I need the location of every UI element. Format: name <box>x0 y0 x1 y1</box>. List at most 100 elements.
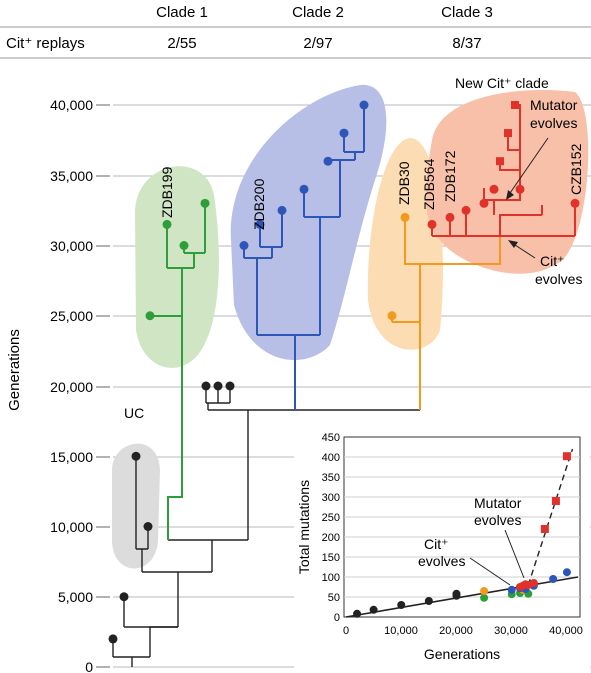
tree-tip-n2 <box>489 184 499 194</box>
y-tick-15000: 15,000 <box>50 449 93 465</box>
inset-cit-2: evolves <box>418 553 465 569</box>
inset-mutator-1: Mutator <box>474 495 522 511</box>
y-tick-40000: 40,000 <box>50 97 93 113</box>
inset-ytick-300: 300 <box>322 492 340 504</box>
mutator-arrow <box>507 137 549 197</box>
cit-label-1: Cit⁺ <box>540 253 565 269</box>
mutator-label-2: evolves <box>530 115 577 131</box>
tree-tip-a <box>201 381 211 391</box>
zdb564-label: ZDB564 <box>421 158 437 210</box>
clade2-blob <box>230 84 387 361</box>
inset-point-red-6 <box>551 497 560 505</box>
cit-arrow <box>511 242 536 259</box>
tree-tip-n1 <box>461 205 471 215</box>
header-clade-1: Clade 1 <box>156 4 208 21</box>
inset-plot-area <box>343 436 581 618</box>
header-replays-2: 2/97 <box>303 35 332 52</box>
y-tick-20000: 20,000 <box>50 379 93 395</box>
tree-tip-c1c <box>200 198 210 208</box>
tree-tip-uc2 <box>131 451 141 461</box>
header-clade-2: Clade 2 <box>292 4 344 21</box>
tree-tip-n3 <box>515 184 525 194</box>
inset-trend-dashed <box>527 448 574 586</box>
inset-chart: Total mutations Generations 0 50 100 150… <box>294 427 590 673</box>
header-table: Clade 1 Clade 2 Clade 3 Cit⁺ replays 2/5… <box>0 4 591 59</box>
new-cit-base <box>431 204 576 237</box>
tree-tip-czb152 <box>570 198 580 208</box>
inset-trend-solid <box>345 576 579 618</box>
inset-point-black-5 <box>452 589 461 598</box>
clade1-lineage <box>150 205 206 540</box>
mutator-label-1: Mutator <box>530 97 578 113</box>
tree-tip-c1b <box>179 241 189 250</box>
inset-point-blue-3 <box>562 568 571 577</box>
inset-xtick-30000: 30,000 <box>494 625 528 637</box>
branch-20k <box>205 387 231 410</box>
tree-tip-c2d <box>323 156 333 166</box>
inset-grid <box>344 456 580 598</box>
mutator-arrowhead <box>506 190 514 200</box>
tree-tip-base <box>108 634 118 644</box>
inset-cit-arrow <box>469 557 511 586</box>
tree-tip-n4 <box>479 198 489 208</box>
inset-ytick-350: 350 <box>322 472 340 484</box>
tree-tip-b <box>213 381 223 391</box>
inset-point-black-3 <box>424 597 433 605</box>
tree-tip-c <box>225 381 235 391</box>
inset-point-blue-4 <box>549 575 558 583</box>
inset-ytick-250: 250 <box>322 512 340 524</box>
uc-lineage <box>112 387 420 667</box>
root-stem <box>112 626 178 667</box>
inset-ytick-0: 0 <box>334 612 340 624</box>
inset-point-blue-0 <box>507 585 516 594</box>
tree-tip-c2f <box>359 100 369 110</box>
tree-tip-zdb199 <box>162 219 172 229</box>
y-tick-0: 0 <box>85 659 93 673</box>
inset-ytick-450: 450 <box>322 432 340 444</box>
cit-label-2: evolves <box>535 271 582 287</box>
clade2-stem <box>256 217 321 410</box>
y-tick-35000: 35,000 <box>50 168 93 184</box>
inset-point-black-0 <box>353 609 362 618</box>
inset-xlabel: Generations <box>424 646 500 662</box>
inset-mutator-arrow <box>504 529 525 579</box>
y-tick-5000: 5,000 <box>58 589 93 605</box>
clade1-branches <box>166 205 206 269</box>
inset-point-orange-0 <box>480 587 489 595</box>
zdb172-label: ZDB172 <box>442 150 458 202</box>
czb152-label: CZB152 <box>568 143 584 195</box>
inset-xtick-0: 0 <box>343 625 349 637</box>
zdb199-label: ZDB199 <box>159 166 175 218</box>
tree-tip-zdb200 <box>255 219 265 229</box>
clade1-stem <box>150 268 183 540</box>
tree-tip-zdb30 <box>400 212 410 222</box>
inset-yticks: 0 50 100 150 200 250 300 350 400 450 <box>322 432 340 624</box>
zdb200-label: ZDB200 <box>251 178 267 230</box>
tree-tip-c2a <box>239 241 249 250</box>
inset-ytick-200: 200 <box>322 532 340 544</box>
inset-point-red-7 <box>562 452 571 461</box>
inset-mutator-2: evolves <box>474 512 521 528</box>
inset-point-black-2 <box>397 601 406 609</box>
y-tick-marks <box>96 104 110 668</box>
header-clade-3: Clade 3 <box>441 4 493 21</box>
inset-ylabel: Total mutations <box>296 480 312 574</box>
inset-xticks: 0 10,000 20,000 30,000 40,000 <box>343 625 583 637</box>
y-tick-30000: 30,000 <box>50 238 93 254</box>
tree-tip-c1a <box>145 311 155 321</box>
tree-tip-c2c <box>299 184 309 194</box>
inset-xtick-20000: 20,000 <box>439 625 473 637</box>
inset-ytick-150: 150 <box>322 552 340 564</box>
branch-uc <box>135 457 212 573</box>
y-tick-labels: 0 5,000 10,000 15,000 20,000 25,000 30,0… <box>50 97 93 673</box>
inset-ytick-400: 400 <box>322 452 340 464</box>
zdb30-label: ZDB30 <box>396 161 412 205</box>
new-cit-lineage <box>431 104 576 237</box>
inset-ytick-100: 100 <box>322 572 340 584</box>
tree-tip-uc1 <box>143 522 153 531</box>
y-tick-10000: 10,000 <box>50 519 93 535</box>
inset-point-red-5 <box>540 525 549 533</box>
y-axis-label: Generations <box>6 329 23 411</box>
tree-tip-m3 <box>511 101 519 109</box>
tree-chart: 0 5,000 10,000 15,000 20,000 25,000 30,0… <box>6 75 591 673</box>
